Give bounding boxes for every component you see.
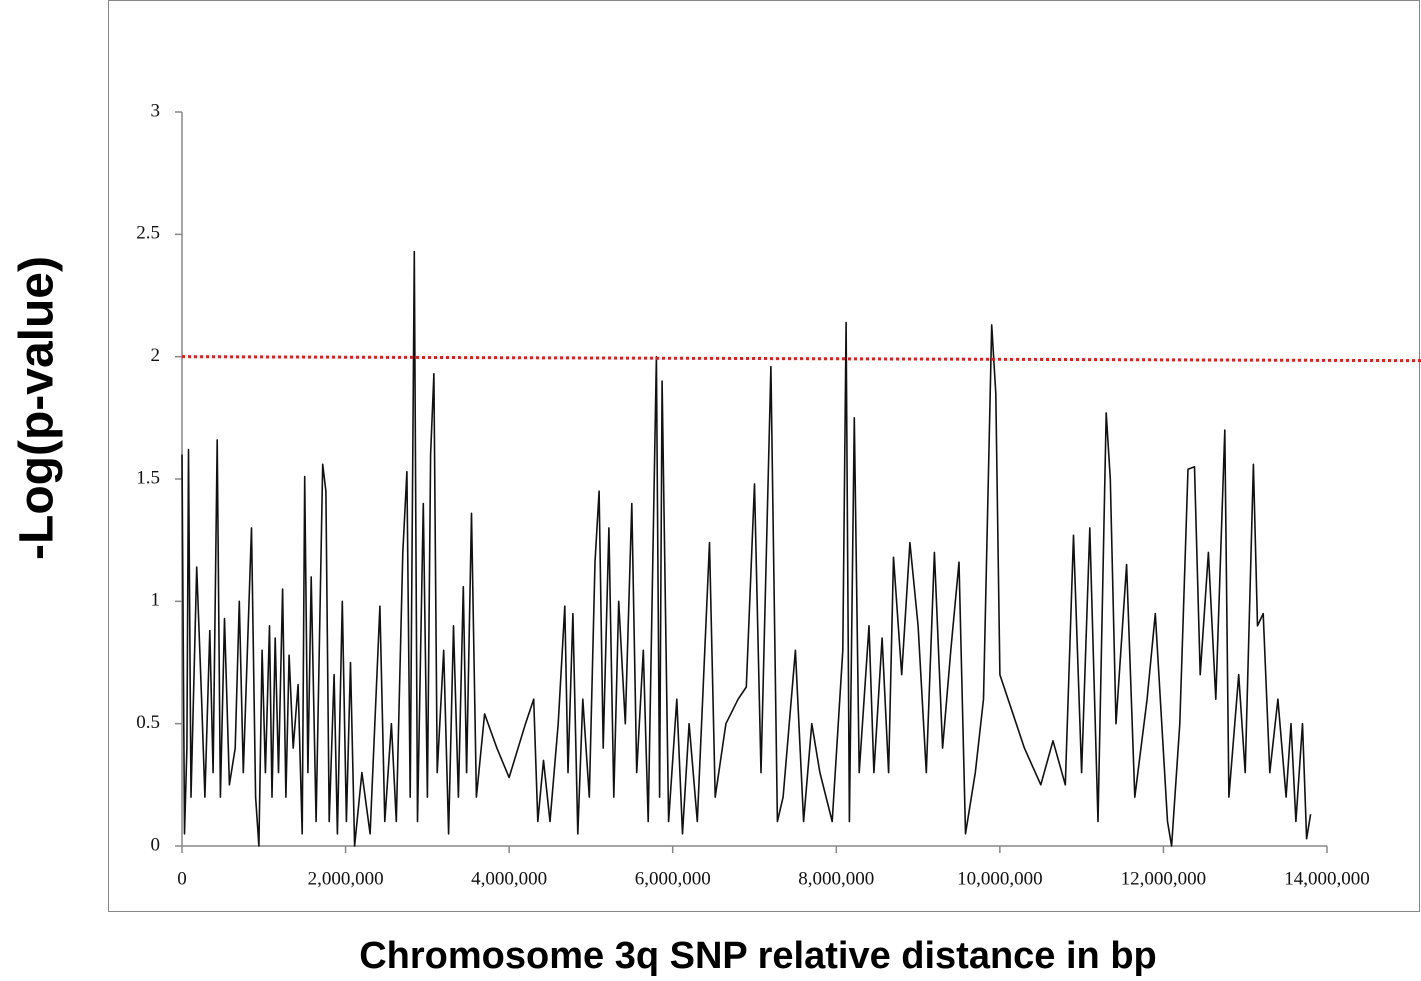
- x-tick-label: 2,000,000: [308, 868, 384, 889]
- x-tick-label: 12,000,000: [1121, 868, 1207, 889]
- x-axis-label: Chromosome 3q SNP relative distance in b…: [359, 935, 1157, 977]
- y-tick-label: 0: [151, 834, 161, 855]
- y-tick-label: 0.5: [136, 712, 160, 733]
- threshold-line: [181, 355, 1421, 363]
- x-tick-label: 10,000,000: [957, 868, 1043, 889]
- x-tick-label: 8,000,000: [798, 868, 874, 889]
- y-tick-label: 2.5: [136, 223, 160, 244]
- y-tick-label: 2: [151, 345, 161, 366]
- y-axis-label: -Log(p-value): [11, 256, 64, 560]
- x-tick-label: 4,000,000: [471, 868, 547, 889]
- x-tick-label: 14,000,000: [1284, 868, 1370, 889]
- x-tick-label: 0: [177, 868, 187, 889]
- x-tick-label: 6,000,000: [635, 868, 711, 889]
- chart-frame: [108, 0, 1420, 912]
- y-tick-label: 1: [151, 590, 161, 611]
- data-line: [181, 250, 1312, 847]
- y-tick-label: 3: [151, 100, 161, 121]
- y-tick-label: 1.5: [136, 467, 160, 488]
